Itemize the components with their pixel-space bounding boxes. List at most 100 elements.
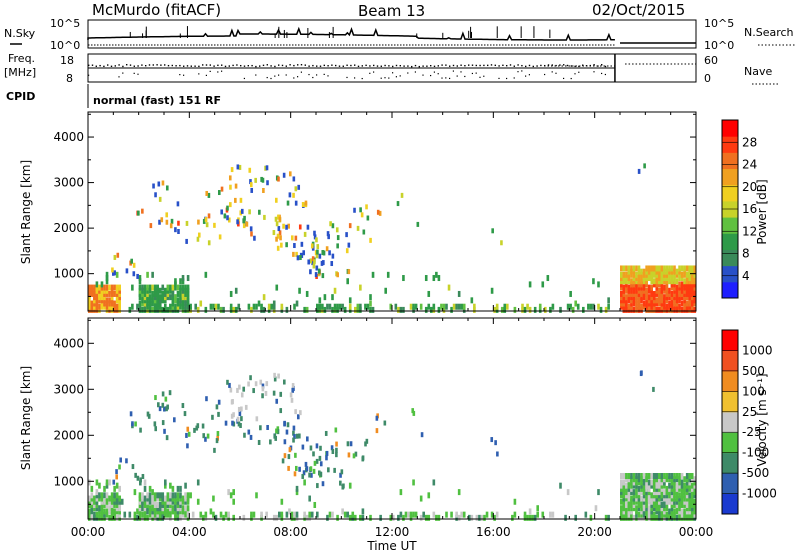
data-cell	[95, 290, 99, 297]
data-cell	[113, 492, 116, 499]
data-cell	[402, 514, 405, 521]
colorbar-swatch	[722, 350, 738, 372]
data-cell	[683, 300, 686, 307]
data-cell	[683, 287, 686, 294]
data-cell	[693, 275, 697, 282]
data-cell	[300, 252, 304, 258]
data-cell	[113, 508, 116, 515]
data-cell	[174, 306, 177, 313]
data-cell	[294, 409, 297, 415]
data-cell	[663, 501, 666, 508]
data-cell	[660, 473, 664, 480]
time-tick-label: 08:00	[273, 525, 308, 539]
data-cell	[146, 492, 149, 499]
data-cell	[169, 514, 172, 521]
data-cell	[663, 476, 666, 483]
data-cell	[131, 464, 135, 470]
data-cell	[165, 219, 169, 225]
data-cell	[650, 297, 653, 304]
data-cell	[202, 218, 206, 224]
data-cell	[637, 495, 641, 502]
nave-point	[361, 77, 363, 80]
data-cell	[143, 485, 147, 492]
data-cell	[690, 290, 694, 297]
freq-point	[418, 65, 420, 68]
data-cell	[88, 306, 91, 313]
data-cell	[359, 303, 362, 310]
freq-point	[107, 64, 109, 66]
data-cell	[176, 306, 180, 313]
data-cell	[637, 297, 641, 304]
data-cell	[538, 306, 542, 313]
nave-point	[270, 77, 272, 80]
data-cell	[678, 265, 681, 272]
data-cell	[658, 275, 661, 282]
data-cell	[668, 492, 671, 499]
data-cell	[437, 514, 441, 521]
data-cell	[668, 495, 671, 502]
data-cell	[665, 498, 669, 505]
data-cell	[635, 482, 638, 489]
data-cell	[690, 476, 694, 483]
nsky-trace	[87, 26, 615, 41]
data-cell	[650, 473, 653, 480]
data-cell	[115, 474, 118, 480]
data-cell	[642, 511, 646, 518]
data-cell	[238, 164, 242, 170]
data-cell	[110, 306, 114, 313]
data-cell	[186, 498, 190, 505]
data-cell	[404, 511, 408, 518]
data-cell	[690, 508, 694, 515]
data-cell	[325, 455, 328, 461]
data-cell	[452, 303, 456, 310]
data-cell	[678, 294, 681, 301]
data-cell	[108, 495, 111, 502]
freq-point	[209, 64, 211, 66]
data-cell	[688, 265, 691, 272]
data-cell	[88, 495, 91, 502]
data-cell	[148, 294, 152, 301]
data-cell	[90, 300, 94, 307]
freq-point	[297, 64, 299, 66]
data-cell	[693, 505, 697, 512]
data-cell	[569, 290, 572, 297]
data-cell	[685, 482, 689, 489]
data-cell	[304, 200, 308, 206]
data-cell	[105, 501, 109, 508]
data-cell	[607, 303, 610, 310]
data-cell	[249, 179, 252, 185]
colorbar-tick-label: 1000	[742, 343, 773, 357]
nsearch-label: N.Search	[744, 26, 794, 39]
data-cell	[143, 306, 147, 313]
nave-point	[551, 71, 553, 73]
data-cell	[186, 426, 190, 432]
range-tick-label: 3000	[53, 176, 84, 190]
freq-point	[452, 64, 455, 67]
nave-point	[221, 70, 223, 72]
data-cell	[212, 495, 215, 502]
data-cell	[630, 297, 633, 304]
data-cell	[678, 476, 681, 483]
data-cell	[88, 479, 91, 486]
data-cell	[625, 265, 628, 272]
data-cell	[110, 300, 114, 307]
data-cell	[655, 492, 659, 499]
data-cell	[234, 197, 237, 203]
data-cell	[240, 392, 244, 398]
data-cell	[153, 297, 157, 304]
data-cell	[93, 300, 96, 307]
data-cell	[105, 498, 109, 505]
data-cell	[260, 511, 263, 518]
time-tick-label: 04:00	[172, 525, 207, 539]
data-cell	[645, 306, 648, 313]
data-cell	[645, 300, 648, 307]
data-cell	[183, 411, 187, 417]
data-cell	[326, 514, 329, 521]
freq-point	[441, 64, 443, 66]
data-cell	[184, 297, 187, 304]
data-cell	[290, 397, 294, 403]
data-cell	[640, 303, 643, 310]
data-cell	[115, 284, 119, 291]
data-cell	[690, 492, 694, 499]
data-cell	[503, 303, 507, 310]
